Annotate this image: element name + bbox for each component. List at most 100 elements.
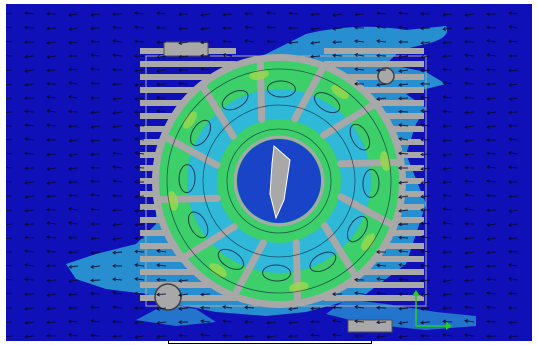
vector-arrowhead bbox=[90, 138, 95, 143]
vector-arrowhead bbox=[68, 27, 73, 31]
velocity-vector bbox=[222, 13, 233, 16]
vector-arrowhead bbox=[464, 138, 469, 143]
rotor-hub-ring bbox=[233, 135, 325, 227]
velocity-vector bbox=[420, 96, 431, 99]
vector-arrowhead bbox=[244, 320, 248, 325]
vector-arrowhead bbox=[442, 180, 446, 185]
vector-arrowhead bbox=[46, 167, 51, 171]
vector-arrowhead bbox=[288, 26, 292, 31]
vector-arrowhead bbox=[398, 11, 403, 15]
vector-arrowhead bbox=[222, 26, 226, 31]
vector-arrowhead bbox=[90, 53, 95, 58]
vector-arrowhead bbox=[420, 152, 424, 157]
velocity-vector bbox=[46, 250, 57, 253]
vector-arrowhead bbox=[420, 194, 424, 199]
vector-arrowhead bbox=[68, 180, 72, 185]
vector-arrowhead bbox=[90, 222, 94, 226]
vector-arrowhead bbox=[90, 165, 94, 170]
vector-arrowhead bbox=[420, 249, 425, 254]
vector-arrowhead bbox=[24, 40, 28, 45]
coordinate-triad-icon bbox=[412, 290, 452, 330]
vector-arrowhead bbox=[420, 307, 425, 311]
swirl-loop bbox=[266, 80, 296, 98]
velocity-vector bbox=[465, 208, 475, 211]
vector-arrowhead bbox=[178, 81, 182, 86]
vector-arrowhead bbox=[442, 306, 446, 311]
vector-arrowhead bbox=[288, 11, 292, 16]
vector-arrowhead bbox=[178, 12, 182, 17]
vector-arrowhead bbox=[486, 319, 490, 324]
vector-arrowhead bbox=[156, 54, 161, 59]
velocity-vector bbox=[465, 125, 475, 128]
vector-arrowhead bbox=[486, 82, 490, 87]
velocity-vector bbox=[69, 139, 79, 142]
vector-arrowhead bbox=[222, 333, 226, 338]
fin-right bbox=[324, 74, 424, 80]
vector-arrowhead bbox=[420, 81, 424, 86]
velocity-vector bbox=[443, 334, 453, 337]
velocity-vector bbox=[421, 236, 431, 239]
velocity-vector bbox=[6, 278, 13, 281]
velocity-vector bbox=[421, 110, 431, 113]
vector-arrowhead bbox=[420, 40, 425, 45]
vector-arrowhead bbox=[508, 110, 512, 115]
cfd-viewport[interactable] bbox=[6, 4, 532, 341]
vector-arrowhead bbox=[200, 292, 204, 297]
vector-arrowhead bbox=[156, 109, 160, 114]
vector-arrowhead bbox=[200, 13, 205, 17]
velocity-vector bbox=[6, 166, 13, 169]
velocity-vector bbox=[486, 251, 497, 254]
vector-arrowhead bbox=[112, 53, 117, 58]
vector-arrowhead bbox=[46, 40, 51, 45]
fin-left bbox=[140, 295, 236, 301]
velocity-vector bbox=[157, 110, 167, 113]
velocity-vector bbox=[91, 125, 101, 128]
velocity-vector bbox=[420, 222, 431, 225]
fin-right bbox=[324, 295, 424, 301]
vector-arrowhead bbox=[442, 166, 447, 171]
velocity-vector bbox=[68, 110, 79, 113]
velocity-vector bbox=[487, 180, 497, 183]
vector-arrowhead bbox=[508, 25, 513, 29]
velocity-vector bbox=[68, 167, 79, 170]
vector-arrowhead bbox=[266, 25, 271, 30]
vector-arrowhead bbox=[112, 222, 117, 227]
velocity-vector bbox=[47, 307, 57, 310]
vector-arrowhead bbox=[24, 123, 29, 128]
velocity-vector bbox=[200, 293, 211, 296]
vector-arrowhead bbox=[420, 320, 424, 325]
velocity-vector bbox=[179, 279, 189, 282]
vector-arrowhead bbox=[464, 179, 468, 184]
velocity-vector bbox=[134, 292, 145, 295]
vector-arrowhead bbox=[486, 193, 490, 198]
velocity-vector bbox=[46, 321, 57, 324]
vector-arrowhead bbox=[398, 277, 402, 282]
velocity-vector bbox=[6, 69, 13, 71]
mount-tab-bottom bbox=[347, 319, 393, 333]
vector-arrowhead bbox=[134, 209, 139, 213]
velocity-vector bbox=[157, 12, 167, 15]
velocity-vector bbox=[112, 335, 123, 338]
vector-arrowhead bbox=[68, 250, 72, 255]
vector-arrowhead bbox=[68, 124, 72, 129]
vector-arrowhead bbox=[464, 110, 468, 115]
vector-arrowhead bbox=[398, 40, 402, 44]
velocity-vector bbox=[91, 306, 101, 309]
velocity-vector bbox=[245, 26, 255, 29]
velocity-vector bbox=[134, 195, 145, 198]
vector-arrowhead bbox=[464, 26, 468, 31]
vector-arrowhead bbox=[464, 12, 469, 17]
velocity-vector bbox=[465, 251, 475, 254]
velocity-vector bbox=[508, 195, 519, 198]
vector-arrowhead bbox=[420, 235, 425, 239]
rotor-spoke bbox=[337, 158, 404, 168]
velocity-vector bbox=[46, 279, 57, 282]
vector-arrowhead bbox=[420, 181, 425, 185]
velocity-vector bbox=[465, 194, 475, 197]
velocity-vector bbox=[399, 195, 409, 198]
swirl-loop bbox=[309, 251, 337, 273]
vector-arrowhead bbox=[486, 277, 490, 282]
velocity-vector bbox=[6, 111, 13, 113]
vector-arrowhead bbox=[156, 82, 160, 87]
velocity-vector bbox=[112, 125, 123, 128]
